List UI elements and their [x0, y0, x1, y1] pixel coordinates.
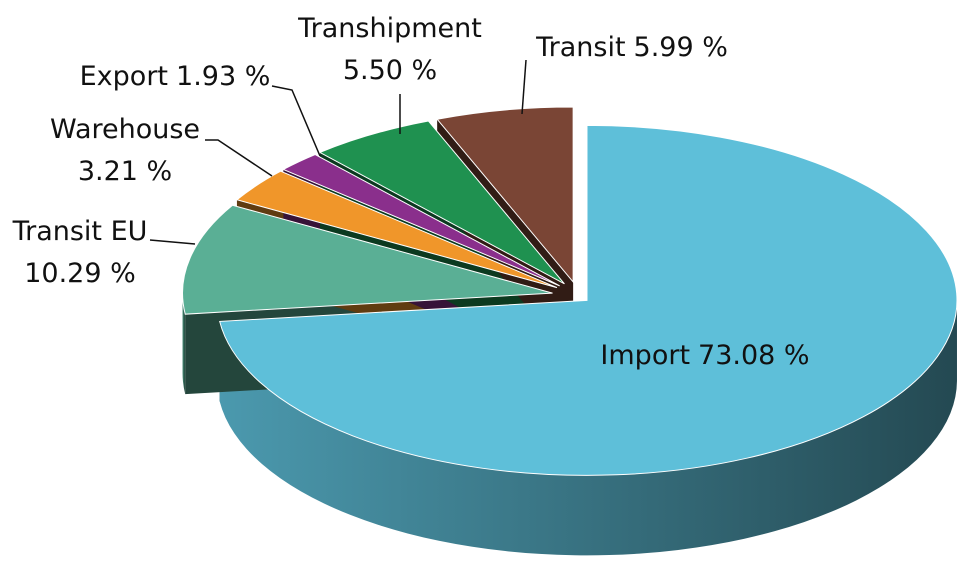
data-label: Transhipment 5.50 % [297, 13, 482, 86]
data-label: Warehouse 3.21 % [50, 114, 200, 187]
slice [235, 170, 558, 289]
pie-tops [182, 106, 958, 476]
value-label: 3.21 % [78, 156, 172, 187]
leader-line [205, 139, 273, 177]
data-label: Transit 5.99 % [535, 32, 728, 63]
category-label: Transit EU [12, 216, 148, 247]
category-label: Export [80, 61, 168, 92]
value-label: 1.93 % [176, 61, 270, 92]
data-label: Export 1.93 % [80, 61, 271, 92]
slice [182, 204, 553, 315]
value-label: 73.08 % [698, 340, 810, 371]
category-label: Transit [535, 32, 625, 63]
slice-wall [219, 300, 957, 556]
slice-wall [182, 293, 186, 395]
leader-lines [149, 59, 527, 245]
value-label: 10.29 % [24, 258, 136, 289]
slice [282, 153, 560, 287]
slice [219, 124, 958, 476]
value-label: 5.50 % [343, 55, 437, 86]
leader-line [149, 239, 196, 245]
category-label: Import [600, 340, 690, 371]
slice [436, 106, 574, 284]
category-label: Warehouse [50, 114, 200, 145]
value-label: 5.99 % [634, 32, 728, 63]
category-label: Transhipment [297, 13, 482, 44]
leader-line [521, 59, 527, 115]
leader-line [271, 85, 321, 157]
data-label: Import 73.08 % [600, 340, 809, 371]
slice [318, 120, 565, 285]
labels: Import 73.08 % Transit EU 10.29 % Warehouse 3… [12, 13, 810, 371]
data-label: Transit EU 10.29 % [12, 216, 148, 289]
